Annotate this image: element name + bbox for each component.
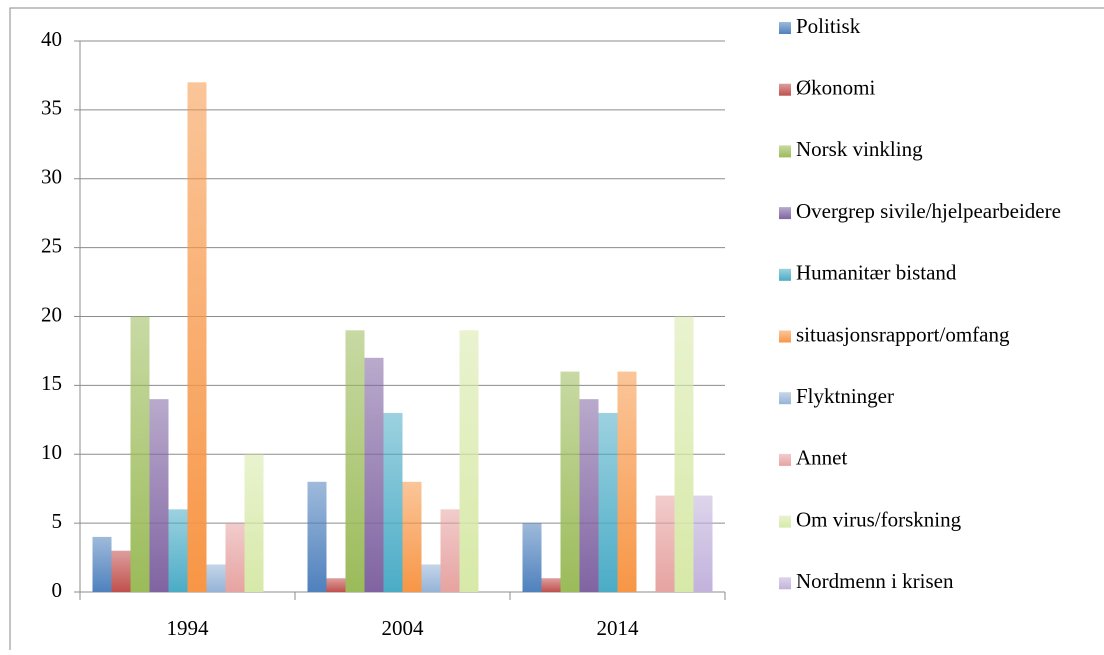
bar [225,523,245,592]
bar [402,481,422,592]
y-tick-label: 10 [41,440,62,464]
legend-swatch [779,83,791,96]
bar [655,495,675,592]
legend-swatch [779,145,791,158]
bar [421,564,441,592]
legend-label: Overgrep sivile/hjelpearbeidere [796,199,1061,223]
legend-swatch [779,515,791,528]
bar [459,330,479,592]
y-tick-label: 15 [41,371,62,395]
bar [364,357,384,592]
legend-swatch [779,268,791,281]
bar [111,550,131,592]
y-tick-label: 5 [52,509,63,533]
legend-label: Norsk vinkling [796,137,923,161]
bar [206,564,226,592]
bar [307,481,327,592]
bar [130,316,150,592]
legend-label: Politisk [796,14,861,38]
bar [383,412,403,592]
legend-label: Flyktninger [796,384,894,408]
bar [187,82,207,592]
legend-label: Økonomi [796,76,876,100]
legend-swatch [779,330,791,343]
legend-swatch [779,453,791,466]
bar [168,509,188,592]
x-tick-label: 2014 [597,616,640,640]
chart-frame [9,7,1104,655]
bar [345,330,365,592]
legend-label: Nordmenn i krisen [796,569,954,593]
x-tick-label: 1994 [167,616,210,640]
bar [560,371,580,592]
y-tick-label: 40 [41,27,62,51]
bar [244,454,264,592]
bar [693,495,713,592]
bar [579,399,599,592]
bar [92,536,112,592]
bar [598,412,618,592]
legend-swatch [779,22,791,34]
bar [440,509,460,592]
legend-label: Humanitær bistand [796,261,957,285]
bar [326,578,346,592]
legend-swatch [779,392,791,405]
y-tick-label: 30 [41,165,62,189]
legend-swatch [779,577,791,590]
legend-swatch [779,207,791,220]
bar [617,371,637,592]
bar [149,399,169,592]
x-tick-label: 2004 [382,616,425,640]
legend-label: Om virus/forskning [796,507,962,531]
bar [674,316,694,592]
bar [522,523,542,592]
y-tick-label: 25 [41,233,62,257]
legend-label: Annet [796,446,847,470]
y-tick-label: 20 [41,302,62,326]
bar [541,578,561,592]
legend-label: situasjonsrapport/omfang [796,322,1010,346]
y-tick-label: 35 [41,96,62,120]
y-tick-label: 0 [52,578,63,602]
